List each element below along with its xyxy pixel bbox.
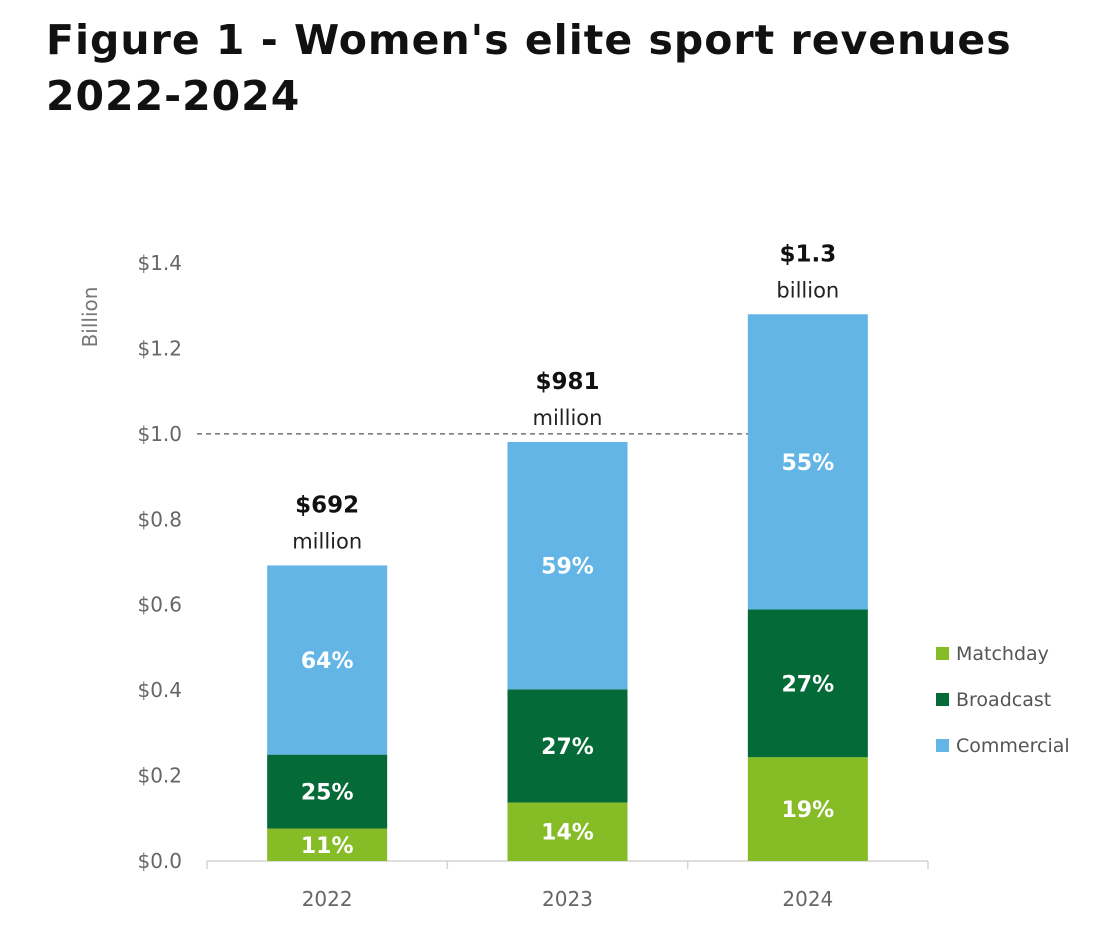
- bars-layer: [267, 314, 868, 861]
- segment-percent-label: 59%: [541, 555, 594, 580]
- total-value-label: $981: [535, 369, 599, 395]
- bar-segment-matchday: [507, 802, 628, 861]
- total-unit-label: million: [292, 529, 362, 553]
- y-tick-label: $0.4: [137, 678, 182, 702]
- bar-segment-matchday: [267, 828, 388, 861]
- legend-label: Commercial: [956, 735, 1070, 757]
- total-unit-label: billion: [776, 278, 839, 302]
- segment-percent-label: 25%: [301, 781, 354, 806]
- segment-percent-label: 11%: [301, 834, 354, 859]
- bar-segment-broadcast: [507, 689, 628, 803]
- legend-swatch: [936, 647, 949, 660]
- bar-segment-commercial: [747, 314, 868, 610]
- segment-percent-label: 19%: [781, 798, 834, 823]
- segment-percent-label: 64%: [301, 649, 354, 674]
- total-value-label: $692: [295, 492, 359, 518]
- bar-segment-broadcast: [267, 754, 388, 829]
- legend-label: Broadcast: [956, 689, 1051, 711]
- legend-swatch: [936, 693, 949, 706]
- y-tick-label: $1.4: [137, 251, 182, 275]
- segment-percent-label: 55%: [781, 451, 834, 476]
- figure-title: Figure 1 - Women's elite sport revenues …: [46, 16, 1012, 120]
- x-tick-label: 2023: [542, 887, 593, 911]
- x-tick-label: 2022: [302, 887, 353, 911]
- y-tick-label: $0.6: [137, 593, 182, 617]
- segment-percent-label: 14%: [541, 821, 594, 846]
- segment-percent-label: 27%: [781, 672, 834, 697]
- y-tick-label: $1.0: [137, 422, 182, 446]
- bar-segment-commercial: [267, 565, 388, 755]
- segment-percent-label: 27%: [541, 735, 594, 760]
- y-axis-title: Billion: [78, 287, 102, 348]
- x-tick-label: 2024: [782, 887, 833, 911]
- y-tick-label: $0.2: [137, 764, 182, 788]
- labels-layer: 11% 25% 64% $692 million 14% 27% 59% $981 million…: [292, 241, 839, 859]
- legend-label: Matchday: [956, 643, 1049, 665]
- legend: Matchday Broadcast Commercial: [936, 643, 1070, 757]
- legend-swatch: [936, 739, 949, 752]
- total-value-label: $1.3: [779, 241, 836, 267]
- y-tick-label: $0.0: [137, 849, 182, 873]
- y-tick-label: $1.2: [137, 336, 182, 360]
- y-tick-label: $0.8: [137, 507, 182, 531]
- axis-layer: $0.0 $0.2 $0.4 $0.6 $0.8 $1.0 $1.2 $1.4 Billion 2…: [78, 251, 929, 911]
- bar-segment-commercial: [507, 441, 628, 690]
- total-unit-label: million: [533, 406, 603, 430]
- bar-segment-matchday: [747, 757, 868, 861]
- bar-segment-broadcast: [747, 609, 868, 758]
